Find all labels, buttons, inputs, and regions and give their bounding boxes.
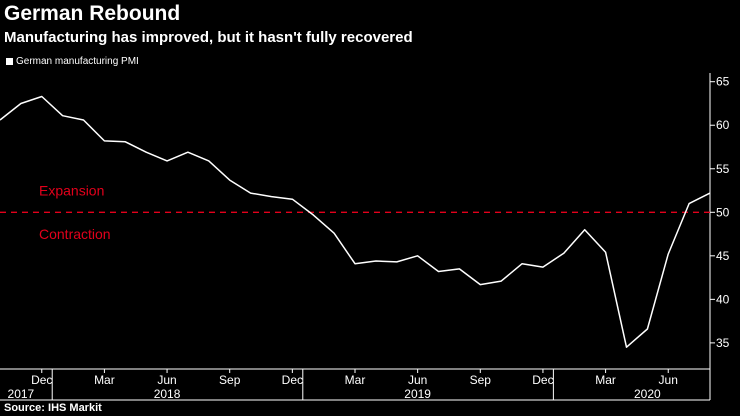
x-tick-label: Sep (470, 373, 492, 387)
annotation-expansion: Expansion (39, 183, 104, 199)
chart-title: German Rebound (4, 2, 181, 25)
x-tick-label: Jun (408, 373, 427, 387)
x-year-label: 2018 (154, 387, 181, 401)
x-tick-label: Sep (219, 373, 241, 387)
x-tick-label: Mar (345, 373, 366, 387)
x-tick-label: Mar (595, 373, 616, 387)
x-tick-label: Mar (94, 373, 115, 387)
x-tick-label: Dec (532, 373, 553, 387)
x-year-label: 2020 (634, 387, 661, 401)
y-tick-label: 50 (716, 205, 730, 219)
x-tick-label: Jun (659, 373, 678, 387)
chart-legend: German manufacturing PMI (6, 56, 139, 67)
y-tick-label: 40 (716, 292, 730, 306)
y-tick-label: 55 (716, 162, 730, 176)
legend-label: German manufacturing PMI (16, 56, 139, 67)
x-year-label: 2017 (8, 387, 35, 401)
x-tick-label: Dec (31, 373, 52, 387)
y-tick-label: 60 (716, 118, 730, 132)
series-line-pmi (0, 95, 711, 348)
y-tick-label: 35 (716, 336, 730, 350)
y-tick-label: 45 (716, 249, 730, 263)
annotation-contraction: Contraction (39, 226, 111, 242)
chart-source: Source: IHS Markit (4, 402, 102, 414)
y-tick-label: 65 (716, 75, 730, 89)
x-year-label: 2019 (404, 387, 431, 401)
x-tick-label: Jun (157, 373, 176, 387)
chart-subtitle: Manufacturing has improved, but it hasn'… (4, 29, 413, 46)
x-tick-label: Dec (282, 373, 303, 387)
legend-swatch-icon (6, 58, 13, 65)
